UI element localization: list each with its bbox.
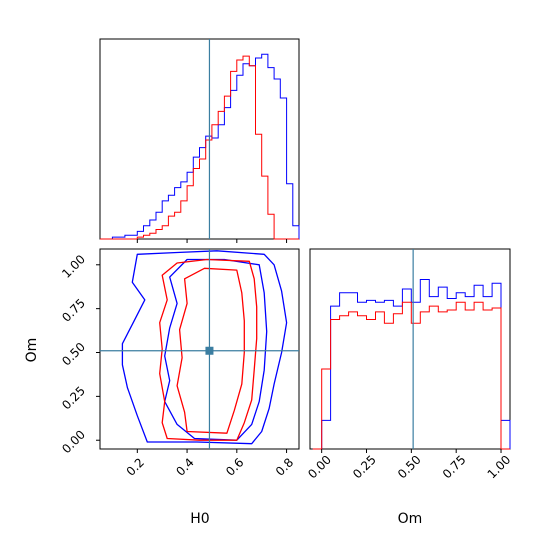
om-x-tick-label-2: 0.50 xyxy=(395,453,424,482)
om-hist-series-1 xyxy=(312,301,510,450)
x-axis-label-om: Om xyxy=(398,511,423,527)
h0-marginal-panel xyxy=(99,38,300,243)
om-x-tick-label-1: 0.25 xyxy=(350,453,379,482)
h0-histogram-layer xyxy=(100,39,300,243)
x-axis-label-h0: H0 xyxy=(190,511,209,527)
om-hist-series-0 xyxy=(312,279,511,450)
h0-hist-series-1 xyxy=(100,55,299,240)
contour-lines xyxy=(121,250,288,445)
h0-marginal-frame xyxy=(99,38,300,240)
contour-y-tick-label-4: 1.00 xyxy=(59,252,88,281)
contour-y-tick-label-0: 0.00 xyxy=(59,427,88,456)
om-marginal-frame xyxy=(309,248,511,450)
contour-red-outer xyxy=(159,258,258,441)
contour-red-inner xyxy=(176,267,245,434)
om-histogram-layer: 0.00 0.25 0.50 0.75 1.00 xyxy=(305,249,513,481)
h0-hist-series-0 xyxy=(100,53,300,240)
contour-x-tick-label-0: 0.2 xyxy=(124,455,147,478)
contour-layer: 0.2 0.4 0.6 0.8 0.00 0.25 0.50 0.75 1.00 xyxy=(59,249,299,479)
contour-blue-outer xyxy=(121,250,288,445)
contour-truth-marker xyxy=(205,346,214,355)
h0-om-contour-panel: 0.2 0.4 0.6 0.8 0.00 0.25 0.50 0.75 1.00 H0 Om xyxy=(24,248,300,527)
contour-y-tick-label-1: 0.25 xyxy=(59,384,88,413)
om-marginal-panel: 0.00 0.25 0.50 0.75 1.00 Om xyxy=(305,248,513,527)
contour-frame xyxy=(99,248,300,450)
om-x-tick-label-0: 0.00 xyxy=(305,453,334,482)
contour-y-tick-label-3: 0.75 xyxy=(59,296,88,325)
y-axis-label-om: Om xyxy=(24,338,40,363)
contour-x-tick-label-1: 0.4 xyxy=(173,455,196,478)
contour-blue-inner xyxy=(164,258,268,441)
om-x-tick-label-3: 0.75 xyxy=(440,453,469,482)
contour-y-tick-label-2: 0.50 xyxy=(59,340,88,369)
om-x-tick-label-4: 1.00 xyxy=(485,453,514,482)
contour-x-tick-label-2: 0.6 xyxy=(223,455,246,478)
contour-x-tick-label-3: 0.8 xyxy=(273,455,296,478)
